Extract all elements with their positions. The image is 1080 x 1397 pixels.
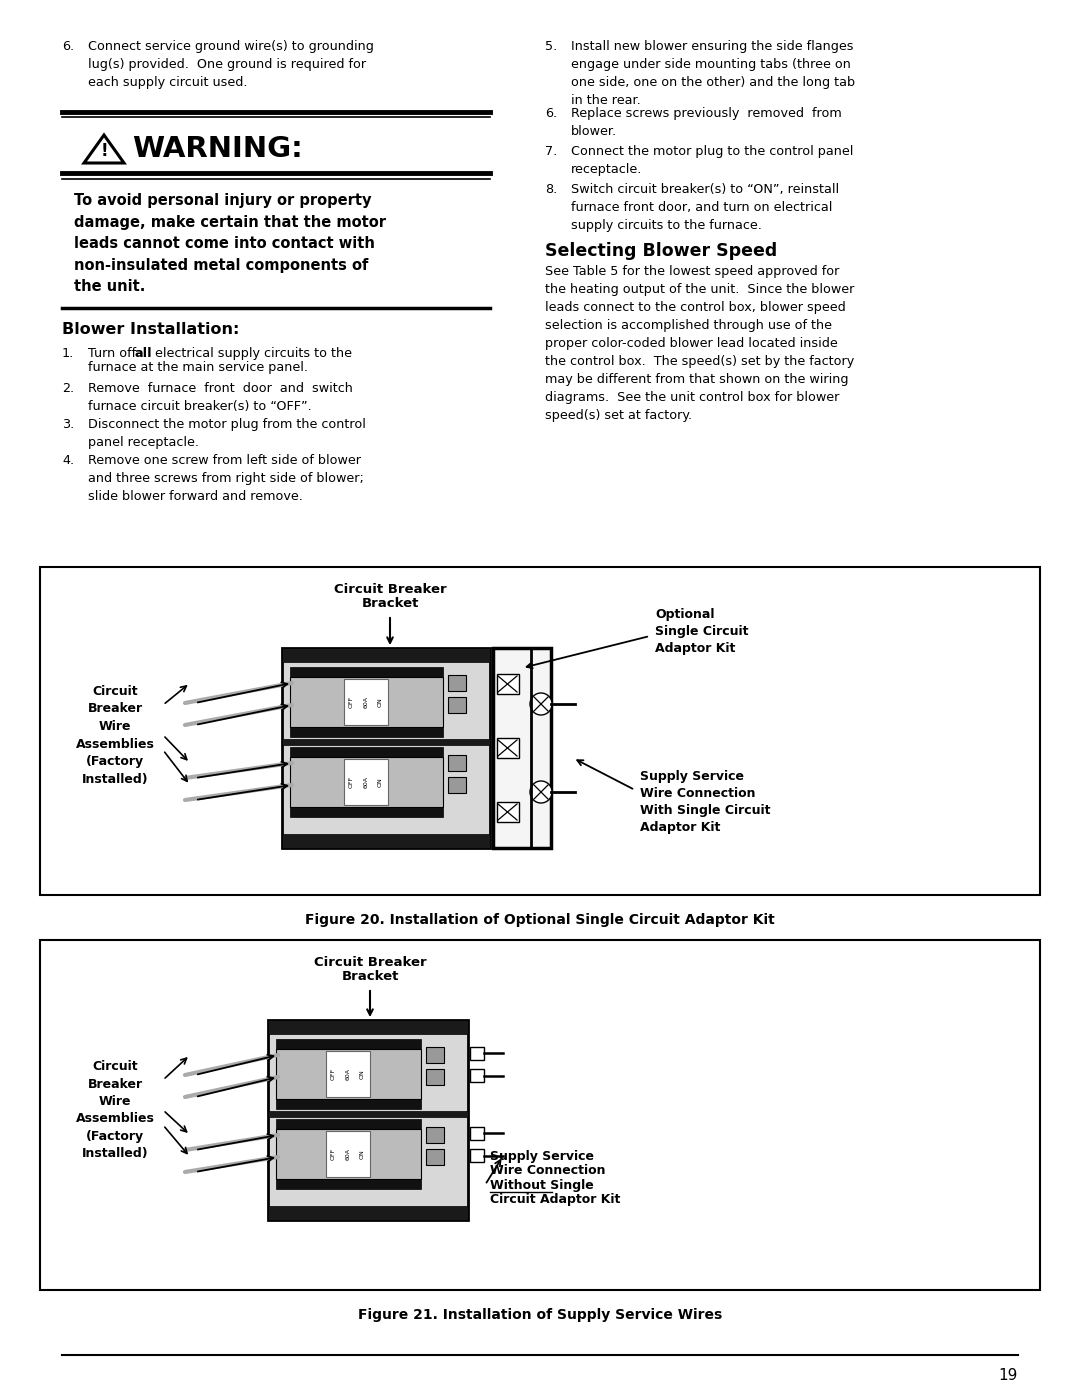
Text: Bracket: Bracket [362, 597, 419, 610]
Text: 60A: 60A [364, 696, 368, 708]
Bar [40, 567, 1040, 895]
Text: furnace at the main service panel.: furnace at the main service panel. [87, 362, 308, 374]
Text: OFF: OFF [330, 1067, 336, 1080]
Bar [426, 1069, 444, 1085]
Text: OFF: OFF [349, 696, 353, 708]
Bar [448, 777, 465, 793]
Bar [282, 739, 490, 745]
Bar [426, 1148, 444, 1165]
Bar [426, 1127, 444, 1143]
Text: 7.: 7. [545, 145, 557, 158]
Text: 3.: 3. [62, 418, 75, 432]
Bar [345, 759, 388, 805]
Text: OFF: OFF [349, 775, 353, 788]
Text: Supply Service: Supply Service [490, 1150, 594, 1162]
Text: 1.: 1. [62, 346, 75, 360]
Text: 6.: 6. [545, 108, 557, 120]
Text: Install new blower ensuring the side flanges
engage under side mounting tabs (th: Install new blower ensuring the side fla… [571, 41, 855, 108]
Bar [268, 1111, 468, 1118]
Text: Connect the motor plug to the control panel
receptacle.: Connect the motor plug to the control pa… [571, 145, 853, 176]
Text: OFF: OFF [330, 1148, 336, 1160]
Bar [291, 807, 443, 817]
Bar [326, 1051, 370, 1097]
Text: 8.: 8. [545, 183, 557, 196]
Bar [497, 738, 519, 759]
Bar [291, 726, 443, 738]
Text: ON: ON [360, 1069, 365, 1078]
Bar [268, 1020, 468, 1220]
Text: ON: ON [378, 697, 382, 707]
Text: WARNING:: WARNING: [132, 136, 302, 163]
Bar [268, 1206, 468, 1220]
Bar [282, 648, 490, 662]
Bar [40, 940, 1040, 1289]
Text: 19: 19 [999, 1368, 1018, 1383]
Bar [497, 673, 519, 694]
Circle shape [530, 781, 552, 803]
Bar [345, 679, 388, 725]
Text: Wire Connection: Wire Connection [490, 1165, 606, 1178]
Text: Optional
Single Circuit
Adaptor Kit: Optional Single Circuit Adaptor Kit [654, 608, 748, 655]
Bar [276, 1039, 421, 1049]
Text: 6.: 6. [62, 41, 75, 53]
Bar [470, 1127, 484, 1140]
Bar [470, 1069, 484, 1083]
Text: 5.: 5. [545, 41, 557, 53]
Bar [470, 1148, 484, 1162]
Bar [282, 834, 490, 848]
Bar [276, 1119, 421, 1129]
Bar [448, 675, 465, 692]
Text: Supply Service
Wire Connection
With Single Circuit
Adaptor Kit: Supply Service Wire Connection With Sing… [640, 770, 770, 834]
Bar [291, 666, 443, 678]
Bar [282, 648, 490, 848]
Text: !: ! [100, 142, 108, 161]
Bar [326, 1132, 370, 1178]
Text: Figure 20. Installation of Optional Single Circuit Adaptor Kit: Figure 20. Installation of Optional Sing… [306, 914, 774, 928]
Text: Turn off: Turn off [87, 346, 140, 360]
Text: See Table 5 for the lowest speed approved for
the heating output of the unit.  S: See Table 5 for the lowest speed approve… [545, 264, 854, 422]
Bar [448, 754, 465, 771]
Bar [497, 802, 519, 821]
Bar [291, 757, 443, 807]
Text: ON: ON [378, 777, 382, 787]
Text: Circuit Breaker: Circuit Breaker [334, 583, 446, 597]
Text: Replace screws previously  removed  from
blower.: Replace screws previously removed from b… [571, 108, 841, 138]
Bar [426, 1046, 444, 1063]
Text: Circuit Breaker: Circuit Breaker [313, 956, 427, 970]
Bar [492, 648, 551, 848]
Text: ON: ON [360, 1150, 365, 1160]
Text: Bracket: Bracket [341, 970, 399, 983]
Text: all: all [134, 346, 152, 360]
Text: Circuit
Breaker
Wire
Assemblies
(Factory
Installed): Circuit Breaker Wire Assemblies (Factory… [76, 1060, 154, 1161]
Text: Figure 21. Installation of Supply Service Wires: Figure 21. Installation of Supply Servic… [357, 1308, 723, 1322]
Text: Circuit
Breaker
Wire
Assemblies
(Factory
Installed): Circuit Breaker Wire Assemblies (Factory… [76, 685, 154, 785]
Bar [268, 1020, 468, 1034]
Text: 60A: 60A [364, 775, 368, 788]
Bar [276, 1129, 421, 1179]
Bar [276, 1179, 421, 1189]
Text: Circuit Adaptor Kit: Circuit Adaptor Kit [490, 1193, 620, 1207]
Text: 4.: 4. [62, 454, 75, 467]
Text: 60A: 60A [346, 1067, 351, 1080]
Text: To avoid personal injury or property
damage, make certain that the motor
leads c: To avoid personal injury or property dam… [75, 193, 386, 295]
Text: Remove one screw from left side of blower
and three screws from right side of bl: Remove one screw from left side of blowe… [87, 454, 364, 503]
Text: 2.: 2. [62, 381, 75, 395]
Bar [276, 1049, 421, 1099]
Text: Blower Installation:: Blower Installation: [62, 321, 240, 337]
Text: Without Single: Without Single [490, 1179, 594, 1192]
Text: Remove  furnace  front  door  and  switch
furnace circuit breaker(s) to “OFF”.: Remove furnace front door and switch fur… [87, 381, 353, 414]
Circle shape [530, 693, 552, 715]
Text: Selecting Blower Speed: Selecting Blower Speed [545, 242, 778, 260]
Text: electrical supply circuits to the: electrical supply circuits to the [151, 346, 352, 360]
Text: Disconnect the motor plug from the control
panel receptacle.: Disconnect the motor plug from the contr… [87, 418, 366, 448]
Bar [448, 697, 465, 712]
Bar [291, 747, 443, 757]
Bar [470, 1046, 484, 1060]
Text: Connect service ground wire(s) to grounding
lug(s) provided.  One ground is requ: Connect service ground wire(s) to ground… [87, 41, 374, 89]
Text: Switch circuit breaker(s) to “ON”, reinstall
furnace front door, and turn on ele: Switch circuit breaker(s) to “ON”, reins… [571, 183, 839, 232]
Bar [291, 678, 443, 726]
Bar [276, 1099, 421, 1109]
Text: 60A: 60A [346, 1148, 351, 1160]
